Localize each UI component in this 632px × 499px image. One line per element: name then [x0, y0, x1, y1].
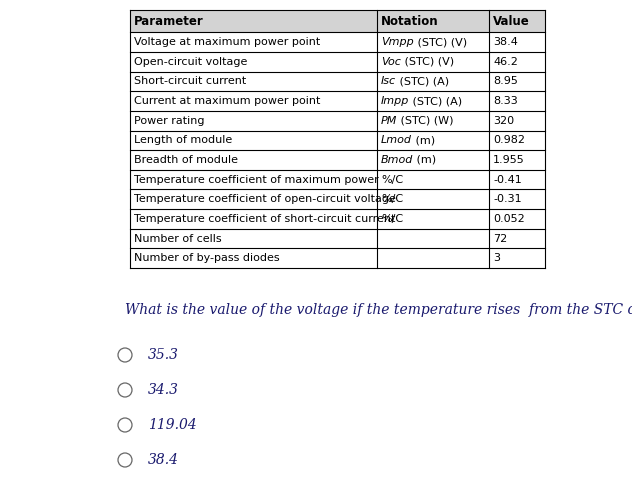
Text: 0.982: 0.982 [493, 135, 525, 145]
Text: 119.04: 119.04 [148, 418, 197, 432]
Text: Number of cells: Number of cells [134, 234, 222, 244]
Text: Value: Value [493, 14, 530, 27]
Text: Power rating: Power rating [134, 116, 205, 126]
Bar [130, 32, 545, 52]
Text: 0.052: 0.052 [493, 214, 525, 224]
Text: Isc: Isc [381, 76, 396, 86]
Text: 320: 320 [493, 116, 514, 126]
Text: (m): (m) [412, 135, 435, 145]
Text: (STC) (V): (STC) (V) [414, 37, 467, 47]
Text: 1.955: 1.955 [493, 155, 525, 165]
Bar [130, 52, 545, 71]
Text: (STC) (V): (STC) (V) [401, 57, 454, 67]
Text: Short-circuit current: Short-circuit current [134, 76, 246, 86]
Text: Bmod: Bmod [381, 155, 413, 165]
Text: Temperature coefficient of open-circuit voltage: Temperature coefficient of open-circuit … [134, 194, 396, 204]
Text: %/C: %/C [381, 194, 403, 204]
Text: 34.3: 34.3 [148, 383, 179, 397]
Text: %/C: %/C [381, 214, 403, 224]
Text: 46.2: 46.2 [493, 57, 518, 67]
Text: %/C: %/C [381, 175, 403, 185]
Text: Length of module: Length of module [134, 135, 232, 145]
Text: (STC) (A): (STC) (A) [410, 96, 463, 106]
Text: Temperature coefficient of short-circuit current: Temperature coefficient of short-circuit… [134, 214, 396, 224]
Bar [130, 10, 545, 32]
Text: Breadth of module: Breadth of module [134, 155, 238, 165]
Text: Vmpp: Vmpp [381, 37, 414, 47]
Bar [130, 131, 545, 150]
Bar [130, 229, 545, 249]
Text: 38.4: 38.4 [148, 453, 179, 467]
Text: -0.31: -0.31 [493, 194, 521, 204]
Bar [130, 249, 545, 268]
Text: Number of by-pass diodes: Number of by-pass diodes [134, 253, 279, 263]
Bar [130, 209, 545, 229]
Text: (STC) (A): (STC) (A) [396, 76, 449, 86]
Text: 38.4: 38.4 [493, 37, 518, 47]
Text: What is the value of the voltage if the temperature rises  from the STC conditio: What is the value of the voltage if the … [125, 303, 632, 317]
Bar [130, 71, 545, 91]
Bar [130, 190, 545, 209]
Text: Voltage at maximum power point: Voltage at maximum power point [134, 37, 320, 47]
Text: Open-circuit voltage: Open-circuit voltage [134, 57, 247, 67]
Text: Notation: Notation [381, 14, 439, 27]
Bar [130, 150, 545, 170]
Text: Voc: Voc [381, 57, 401, 67]
Text: 8.33: 8.33 [493, 96, 518, 106]
Text: Parameter: Parameter [134, 14, 204, 27]
Text: 3: 3 [493, 253, 500, 263]
Bar [130, 91, 545, 111]
Text: (STC) (W): (STC) (W) [398, 116, 454, 126]
Text: PM: PM [381, 116, 398, 126]
Text: Lmod: Lmod [381, 135, 412, 145]
Text: 72: 72 [493, 234, 507, 244]
Text: Current at maximum power point: Current at maximum power point [134, 96, 320, 106]
Text: Temperature coefficient of maximum power: Temperature coefficient of maximum power [134, 175, 379, 185]
Text: Impp: Impp [381, 96, 410, 106]
Text: 8.95: 8.95 [493, 76, 518, 86]
Bar [130, 111, 545, 131]
Text: 35.3: 35.3 [148, 348, 179, 362]
Text: -0.41: -0.41 [493, 175, 522, 185]
Text: (m): (m) [413, 155, 437, 165]
Bar [130, 170, 545, 190]
